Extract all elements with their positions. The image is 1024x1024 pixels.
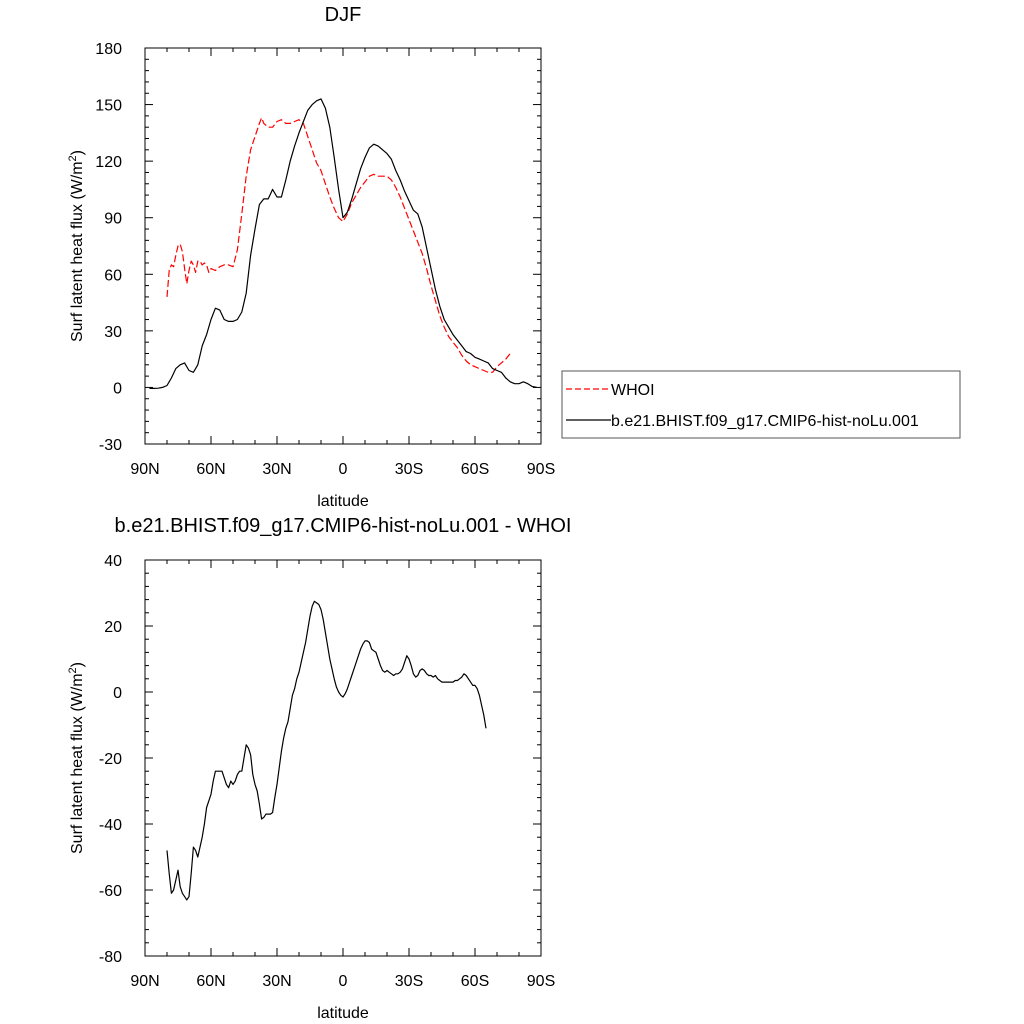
top-chart-y-tick-label: -30	[99, 437, 122, 454]
top-chart-series-line-whoi	[166, 117, 511, 373]
legend-label-whoi: WHOI	[611, 382, 655, 399]
bottom-chart-x-tick-label: 30N	[262, 973, 291, 990]
bottom-chart-x-tick-label: 60N	[196, 973, 225, 990]
bottom-chart-y-tick-label: -20	[99, 751, 122, 768]
top-chart-x-tick-label: 30S	[395, 461, 423, 478]
top-chart-y-tick-label: 90	[104, 211, 122, 228]
top-chart-y-axis-label: Surf latent heat flux (W/m2)	[67, 150, 86, 342]
top-chart-x-tick-label: 60S	[461, 461, 489, 478]
bottom-chart-title: b.e21.BHIST.f09_g17.CMIP6-hist-noLu.001 …	[115, 515, 572, 537]
bottom-chart-y-tick-label: 20	[104, 619, 122, 636]
top-chart-y-tick-label: 120	[95, 154, 122, 171]
legend-label-model: b.e21.BHIST.f09_g17.CMIP6-hist-noLu.001	[611, 413, 919, 430]
bottom-chart-y-tick-label: -80	[99, 949, 122, 966]
bottom-chart: b.e21.BHIST.f09_g17.CMIP6-hist-noLu.001 …	[67, 515, 571, 1022]
bottom-chart-y-tick-label: 0	[113, 685, 122, 702]
bottom-chart-x-tick-label: 0	[339, 973, 348, 990]
top-chart-y-axis-label-tail: )	[69, 150, 86, 155]
top-chart-y-axis-label-main: Surf latent heat flux (W/m	[69, 161, 86, 342]
bottom-chart-y-tick-label: 40	[104, 553, 122, 570]
top-chart-x-tick-label: 90N	[130, 461, 159, 478]
top-chart: DJF 90N 60N 30N 0 30S 60S 90S -30 0 30 60 90 120 150 1…	[67, 4, 961, 510]
bottom-chart-x-tick-label: 30S	[395, 973, 423, 990]
top-chart-y-tick-label: 60	[104, 267, 122, 284]
bottom-chart-x-tick-label: 90N	[130, 973, 159, 990]
top-chart-x-tick-label: 0	[339, 461, 348, 478]
top-chart-plot-frame	[144, 47, 542, 445]
bottom-chart-tick-labels: 90N 60N 30N 0 30S 60S 90S -80 -60 -40 -20 0 20 40	[99, 553, 555, 990]
top-chart-x-axis-label: latitude	[317, 493, 369, 510]
bottom-chart-y-tick-label: -60	[99, 883, 122, 900]
top-chart-y-tick-label: 180	[95, 41, 122, 58]
top-chart-x-tick-label: 60N	[196, 461, 225, 478]
bottom-chart-x-axis-label: latitude	[317, 1005, 369, 1022]
top-chart-series	[149, 98, 537, 389]
bottom-chart-x-tick-label: 90S	[527, 973, 555, 990]
legend-frame	[561, 370, 961, 439]
top-chart-y-axis-label-superscript: 2	[67, 155, 79, 161]
top-chart-x-tick-label: 90S	[527, 461, 555, 478]
bottom-chart-y-tick-label: -40	[99, 817, 122, 834]
bottom-chart-y-axis-label-superscript: 2	[67, 667, 79, 673]
bottom-chart-y-axis-label-main: Surf latent heat flux (W/m	[69, 673, 86, 854]
bottom-chart-series-line-difference	[166, 600, 487, 901]
top-chart-tick-labels: 90N 60N 30N 0 30S 60S 90S -30 0 30 60 90 120 150 180	[95, 41, 555, 478]
top-chart-y-tick-label: 30	[104, 324, 122, 341]
legend: WHOI b.e21.BHIST.f09_g17.CMIP6-hist-noLu…	[561, 370, 961, 439]
bottom-chart-series	[166, 600, 487, 901]
top-chart-y-tick-label: 0	[113, 380, 122, 397]
bottom-chart-plot-frame	[144, 559, 542, 957]
bottom-chart-y-axis-label-tail: )	[69, 662, 86, 667]
bottom-chart-y-axis-label: Surf latent heat flux (W/m2)	[67, 662, 86, 854]
top-chart-series-line-model	[149, 98, 537, 389]
top-chart-y-tick-label: 150	[95, 98, 122, 115]
top-chart-x-tick-label: 30N	[262, 461, 291, 478]
bottom-chart-x-tick-label: 60S	[461, 973, 489, 990]
top-chart-title: DJF	[325, 4, 362, 26]
